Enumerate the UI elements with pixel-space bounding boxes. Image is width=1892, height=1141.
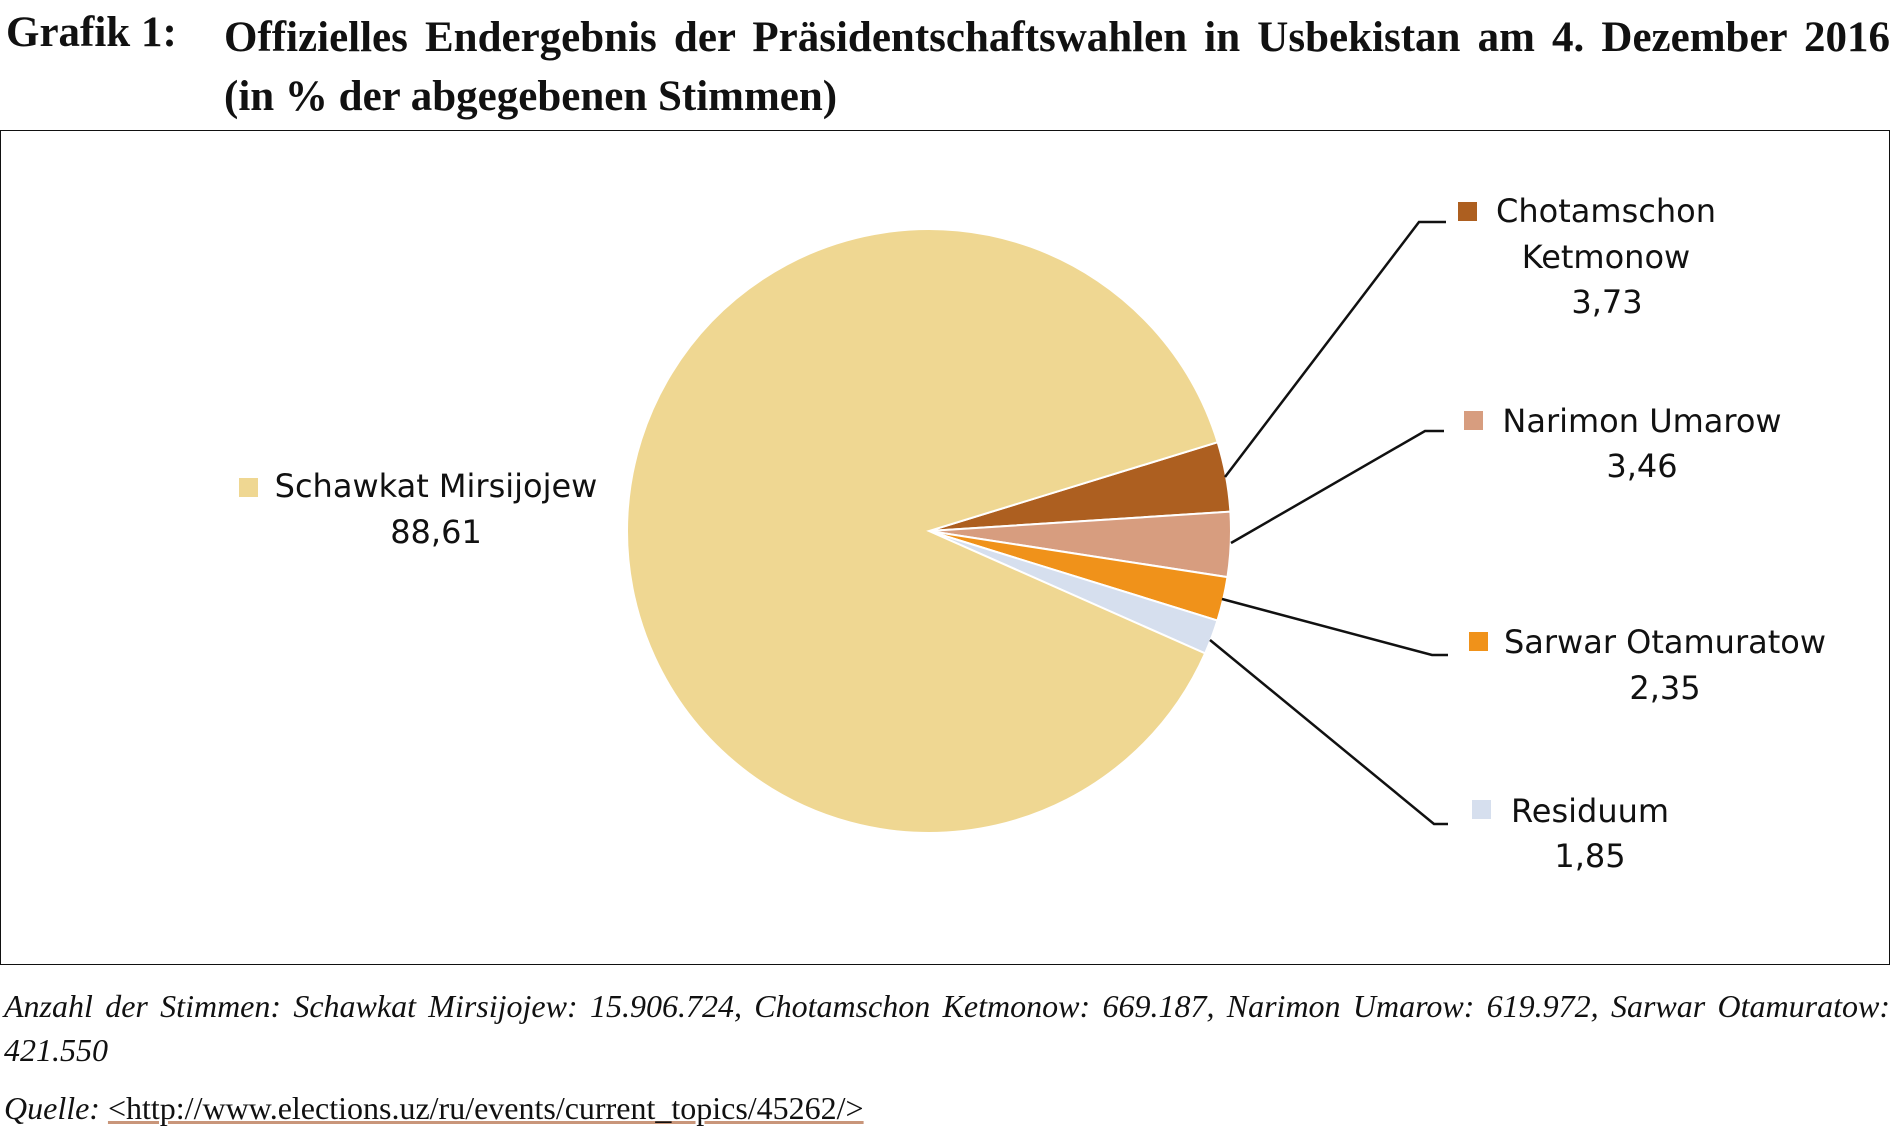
leader-line-narimon-umarow [1230,429,1444,545]
label-name-chotamschon-2: Ketmonow [1521,238,1691,276]
chart-frame [0,130,1890,965]
leader-line-chotamschon-ketmonow [1224,220,1446,478]
legend-swatch-chotamschon [1458,202,1477,221]
label-value-schawkat: 88,61 [390,513,482,551]
pie-slice-schawkat-mirsijojew [626,228,1219,834]
legend-swatch-sarwar [1469,632,1488,651]
source-line: Quelle: <http://www.elections.uz/ru/even… [4,1086,864,1130]
label-name-sarwar: Sarwar Otamuratow [1503,623,1827,661]
label-name-narimon: Narimon Umarow [1502,402,1782,440]
label-value-chotamschon: 3,73 [1571,283,1643,321]
legend-swatch-schawkat [239,478,258,497]
label-value-residuum: 1,85 [1554,837,1626,875]
source-link[interactable]: <http://www.elections.uz/ru/events/curre… [107,1090,864,1126]
label-name-chotamschon-1: Chotamschon [1496,192,1716,230]
label-value-sarwar: 2,35 [1629,669,1701,707]
chart-title: Offizielles Endergebnis der Präsidentsch… [224,14,1890,120]
label-name-schawkat: Schawkat Mirsijojew [274,467,598,505]
legend-swatch-residuum [1472,800,1491,819]
leader-line-residuum [1209,639,1448,826]
figure-label: Grafik 1: [6,9,177,56]
label-name-residuum: Residuum [1510,792,1670,830]
legend-swatch-narimon [1464,411,1483,430]
label-value-narimon: 3,46 [1606,447,1678,485]
leader-line-sarwar-otamuratow [1221,597,1448,657]
source-label: Quelle: [4,1090,100,1126]
footnote-vote-counts: Anzahl der Stimmen: Schawkat Mirsijojew:… [4,988,1890,1068]
